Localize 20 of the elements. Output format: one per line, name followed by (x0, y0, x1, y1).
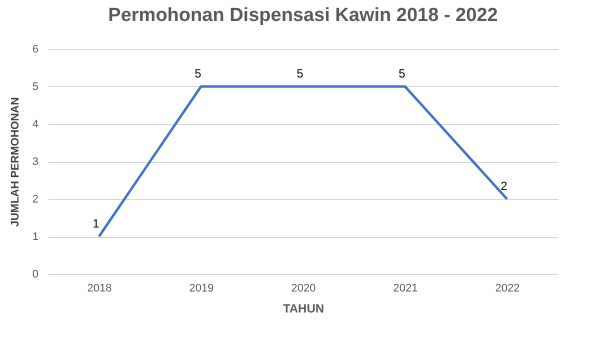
y-tick-label: 0 (32, 268, 38, 280)
y-axis-title: JUMLAH PERMOHONAN (9, 97, 22, 227)
chart-title: Permohonan Dispensasi Kawin 2018 - 2022 (108, 5, 498, 26)
y-tick-label: 1 (32, 231, 38, 243)
y-tick-label: 3 (32, 156, 38, 168)
y-tick-label: 4 (32, 118, 38, 130)
data-label: 5 (194, 66, 202, 80)
x-tick-label: 2022 (495, 282, 520, 294)
x-tick-label: 2021 (393, 282, 418, 294)
x-axis-title: TAHUN (282, 302, 324, 316)
data-label: 2 (500, 179, 508, 193)
y-tick-label: 6 (32, 44, 38, 56)
y-tick-label: 5 (32, 81, 38, 93)
x-tick-label: 2019 (189, 282, 214, 294)
data-label: 5 (296, 66, 304, 80)
data-label: 1 (92, 216, 100, 230)
data-label: 5 (398, 66, 406, 80)
y-tick-label: 2 (32, 194, 38, 206)
x-tick-label: 2020 (291, 282, 316, 294)
x-tick-label: 2018 (87, 282, 112, 294)
